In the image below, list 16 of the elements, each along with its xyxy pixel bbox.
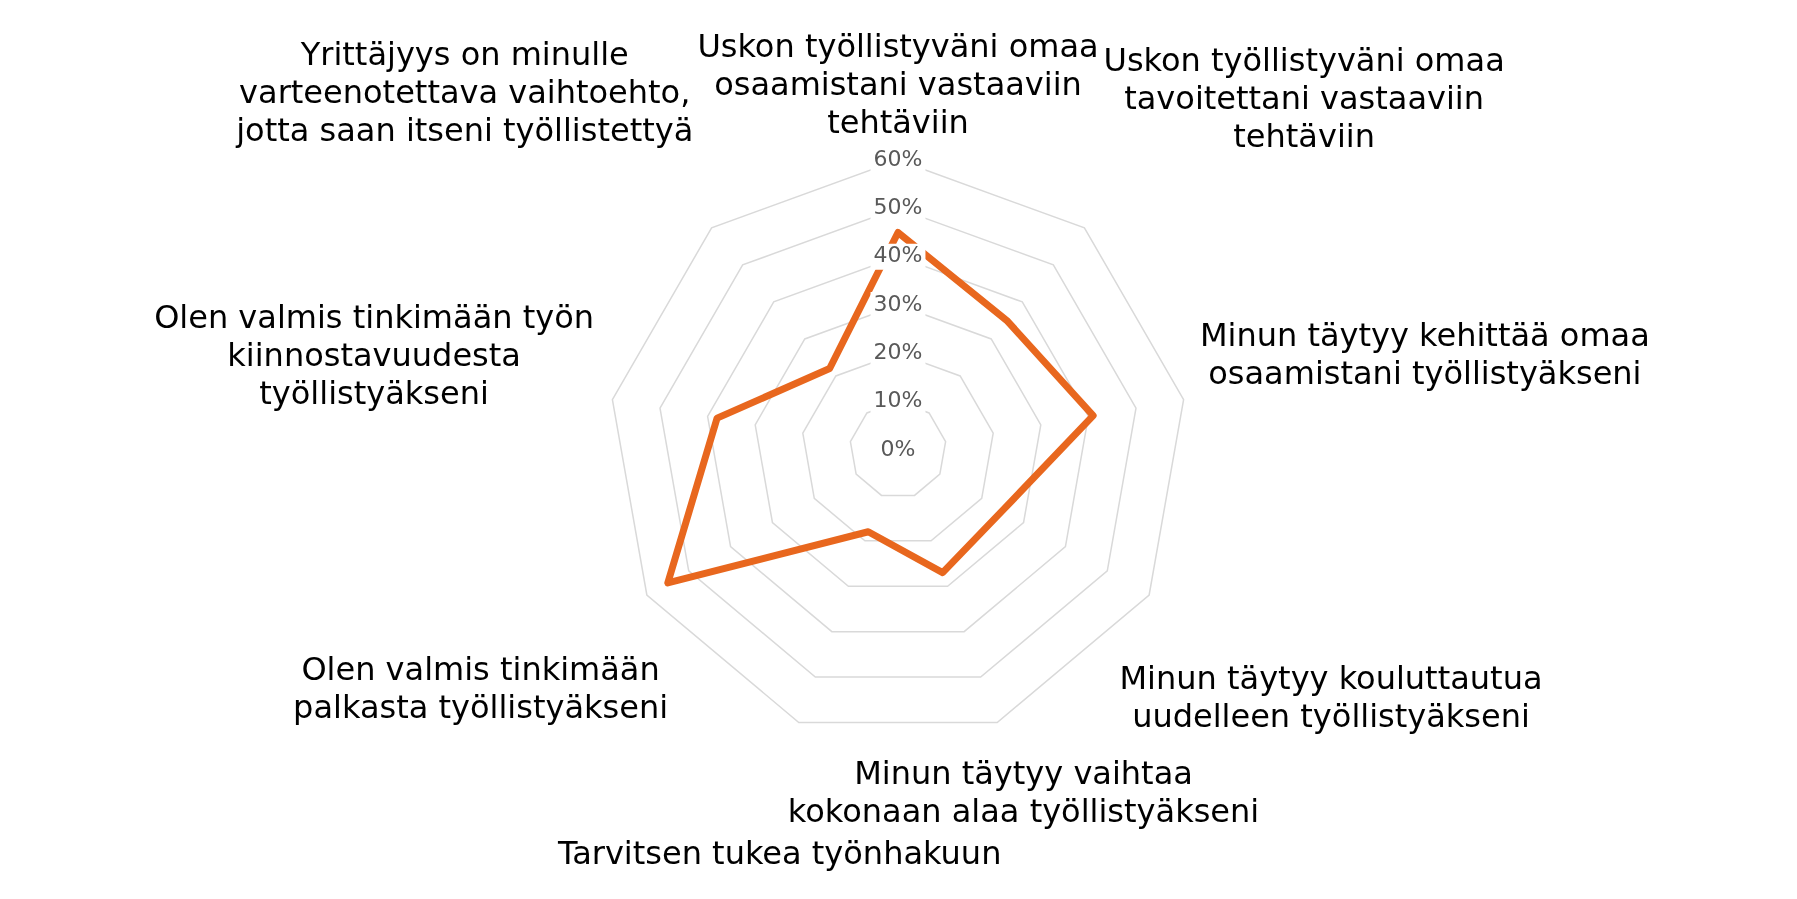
spoke-label: Minun täytyy vaihtaa kokonaan alaa työllistyäkseni xyxy=(787,754,1260,831)
spoke-label: Uskon työllistyväni omaa osaamistani vastaaviin tehtäviin xyxy=(697,27,1099,142)
y-tick-label: 0% xyxy=(880,435,916,461)
y-tick-label: 40% xyxy=(873,242,923,268)
spoke-label: Tarvitsen tukea työnhakuun xyxy=(556,834,1002,873)
spoke-label: Olen valmis tinkimään palkasta työllistyäkseni xyxy=(293,650,669,727)
y-tick-label: 60% xyxy=(873,145,923,171)
y-tick-label: 50% xyxy=(873,194,923,220)
spoke-label: Minun täytyy kehittää omaa osaamistani työllistyäkseni xyxy=(1199,316,1650,393)
spoke-label: Olen valmis tinkimään työn kiinnostavuudesta työllistyäkseni xyxy=(154,297,595,412)
spoke-label: Yrittäjyys on minulle varteenotettava vaihtoehto, jotta saan itseni työllistettyä xyxy=(235,34,694,149)
y-tick-label: 30% xyxy=(873,290,923,316)
spoke-label: Minun täytyy kouluttautua uudelleen työllistyäkseni xyxy=(1119,659,1543,736)
spoke-label: Uskon työllistyväni omaa tavoitettani vastaaviin tehtäviin xyxy=(1103,41,1505,155)
y-tick-label: 20% xyxy=(873,339,923,365)
y-tick-label: 10% xyxy=(873,387,923,413)
